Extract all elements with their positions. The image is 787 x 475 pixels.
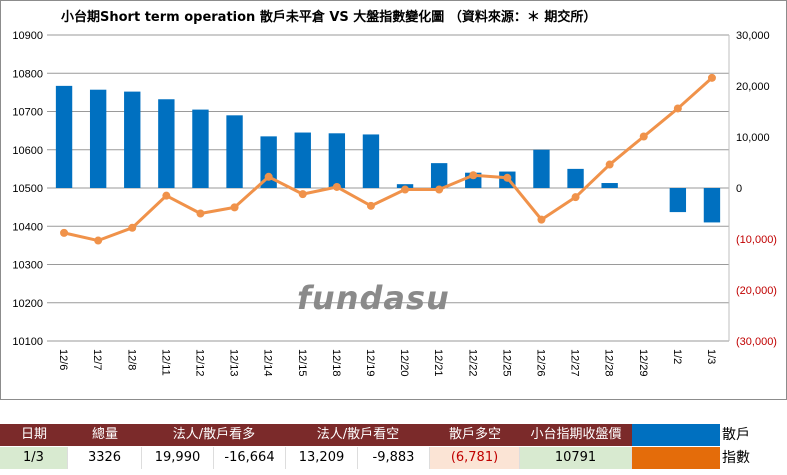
value-close-price: 10791 [520,447,632,469]
index-point-1-3 [707,73,716,82]
index-point-12-6 [60,228,69,237]
bar-1-3 [703,188,721,223]
left-axis-tick-label: 10200 [12,298,43,310]
index-point-12-25 [503,173,512,182]
left-axis-tick-label: 10100 [12,336,43,348]
left-axis-tick-label: 10600 [12,145,43,157]
index-point-12-28 [605,160,614,169]
bar-12-7 [89,89,107,188]
index-line [63,76,713,243]
bar-12-13 [226,115,243,188]
index-point-12-14 [264,172,273,181]
x-tick-label: 1/3 [705,349,717,364]
bar-12-14 [260,136,277,188]
value-retail-net: (6,781) [430,447,520,469]
value-bullish-retail: -16,664 [214,447,286,469]
header-bullish: 法人/散戶看多 [142,424,286,446]
index-point-12-19 [366,201,375,210]
value-volume: 3326 [68,447,142,469]
x-tick-label: 12/14 [262,349,274,377]
x-tick-label: 12/11 [159,349,171,376]
index-point-12-26 [537,215,546,224]
index-point-12-15 [298,190,307,199]
index-point-12-18 [332,182,341,191]
right-axis-tick-label: 30,000 [736,30,770,42]
bar-12-19 [362,134,380,188]
header-date: 日期 [0,424,68,446]
bar-1-2 [669,188,687,213]
bar-12-27 [567,168,584,188]
legend-swatch-index [632,447,720,469]
left-axis-tick-label: 10400 [12,221,43,233]
left-axis-tick-label: 10800 [12,68,43,80]
index-point-12-8 [128,223,137,232]
index-point-12-27 [571,193,580,202]
index-point-12-21 [435,185,444,194]
x-tick-label: 12/26 [534,349,546,377]
value-bullish-inst: 19,990 [142,447,214,469]
summary-table: 日期 總量 法人/散戶看多 法人/散戶看空 散戶多空 小台指期收盤價 散戶 1/… [0,424,787,471]
header-volume: 總量 [68,424,142,446]
header-retail-net: 散戶多空 [430,424,520,446]
index-point-12-22 [469,171,478,180]
left-axis-tick-label: 10300 [12,260,43,272]
index-point-12-20 [401,185,410,194]
left-axis-tick-label: 10500 [12,183,43,195]
bar-12-6 [55,85,73,188]
x-tick-label: 12/8 [125,349,137,370]
right-axis-tick-label: (10,000) [736,234,777,246]
index-point-12-29 [639,132,648,141]
header-bearish: 法人/散戶看空 [286,424,430,446]
index-point-12-13 [230,203,239,212]
legend-label-retail: 散戶 [722,427,750,443]
chart-title: 小台期Short term operation 散戶未平倉 VS 大盤指數變化圖… [61,9,596,25]
bar-12-28 [601,183,618,188]
table-value-row: 1/3 3326 19,990 -16,664 13,209 -9,883 (6… [0,447,787,469]
bar-12-12 [192,109,209,188]
x-tick-label: 12/21 [432,349,444,377]
header-close-price: 小台指期收盤價 [520,424,632,446]
x-tick-label: 12/19 [364,349,376,377]
bar-12-21 [430,163,448,188]
x-tick-label: 12/25 [500,349,512,377]
legend-label-index: 指數 [722,450,750,466]
x-tick-label: 12/18 [330,349,342,377]
chart-frame: 小台期Short term operation 散戶未平倉 VS 大盤指數變化圖… [0,0,787,400]
index-point-1-2 [673,104,682,113]
legend-swatch-retail [632,424,720,446]
watermark: fundasu [297,279,450,317]
x-tick-label: 12/15 [296,349,308,377]
index-point-12-11 [162,191,171,200]
bar-12-11 [158,99,175,188]
x-tick-label: 12/20 [398,349,410,377]
x-tick-label: 12/7 [91,349,103,370]
x-tick-label: 12/13 [228,349,240,377]
index-point-12-12 [196,209,205,218]
x-tick-label: 12/28 [603,349,615,377]
bar-12-26 [533,149,550,188]
bar-12-15 [294,132,311,188]
value-bearish-inst: 13,209 [286,447,358,469]
x-tick-label: 1/2 [671,349,683,364]
left-axis-tick-label: 10700 [12,107,43,119]
bar-12-8 [124,91,141,188]
bar-12-18 [328,133,346,188]
right-axis-tick-label: (20,000) [736,285,777,297]
index-point-12-7 [94,236,103,245]
x-tick-label: 12/12 [193,349,205,377]
right-axis-tick-label: 0 [736,183,742,195]
right-axis-tick-label: 20,000 [736,81,770,93]
table-header-row: 日期 總量 法人/散戶看多 法人/散戶看空 散戶多空 小台指期收盤價 散戶 [0,424,787,446]
x-tick-label: 12/22 [466,349,478,377]
left-axis-tick-label: 10900 [12,30,43,42]
value-date: 1/3 [0,447,68,469]
right-axis-tick-label: (30,000) [736,336,777,348]
combo-chart: 小台期Short term operation 散戶未平倉 VS 大盤指數變化圖… [12,9,777,377]
x-tick-label: 12/27 [569,349,581,377]
x-tick-label: 12/6 [57,349,69,370]
value-bearish-retail: -9,883 [358,447,430,469]
x-tick-label: 12/29 [637,349,649,377]
right-axis-tick-label: 10,000 [736,132,770,144]
